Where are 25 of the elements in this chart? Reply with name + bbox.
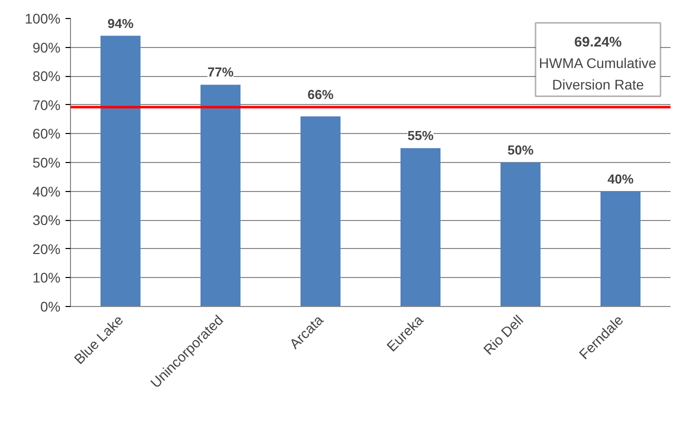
y-tick-label: 30% bbox=[32, 212, 61, 228]
y-tick-label: 100% bbox=[24, 10, 61, 26]
y-tick-label: 10% bbox=[32, 270, 61, 286]
y-tick-label: 0% bbox=[40, 298, 60, 314]
data-label: 55% bbox=[407, 128, 434, 144]
y-tick-label: 40% bbox=[32, 183, 61, 200]
data-label: 40% bbox=[607, 171, 634, 186]
data-label: 50% bbox=[507, 142, 534, 158]
data-label: 66% bbox=[307, 87, 334, 102]
y-tick-label: 70% bbox=[32, 96, 61, 113]
ref-line-label: 69.24% HWMA Cumulative Diversion Rate bbox=[538, 34, 657, 93]
data-label: 77% bbox=[207, 64, 234, 80]
bar bbox=[500, 162, 540, 306]
y-tick-label: 50% bbox=[32, 154, 61, 170]
bar bbox=[600, 191, 640, 306]
bar bbox=[200, 84, 240, 306]
y-tick-label: 20% bbox=[32, 240, 61, 257]
bar bbox=[300, 116, 340, 306]
y-tick-label: 60% bbox=[32, 126, 61, 142]
bar bbox=[400, 148, 440, 306]
y-tick-label: 90% bbox=[32, 39, 61, 56]
x-tick-label: Rio Dell bbox=[480, 312, 526, 358]
y-tick-label: 80% bbox=[32, 68, 61, 84]
data-label: 94% bbox=[107, 16, 134, 31]
bar bbox=[100, 36, 140, 306]
